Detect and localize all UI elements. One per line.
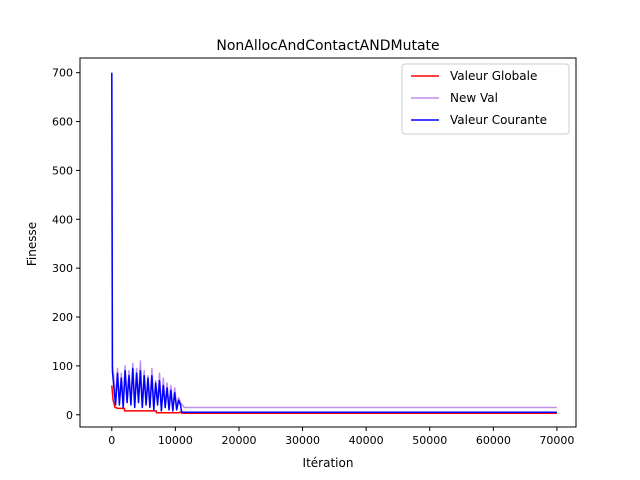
legend-label-1: Valeur Globale: [450, 69, 537, 83]
legend: Valeur Globale New Val Valeur Courante: [401, 63, 570, 135]
y-tick-label: 200: [52, 311, 73, 324]
x-tick-label: 20000: [221, 434, 256, 447]
legend-label-2: New Val: [450, 91, 498, 105]
y-tick-label: 300: [52, 262, 73, 275]
y-tick-label: 0: [66, 409, 73, 422]
x-tick-label: 10000: [158, 434, 193, 447]
y-axis-label: Finesse: [25, 222, 39, 266]
y-tick-label: 700: [52, 67, 73, 80]
x-tick-label: 40000: [349, 434, 384, 447]
x-tick-label: 0: [108, 434, 115, 447]
x-tick-label: 50000: [412, 434, 447, 447]
x-tick-label: 30000: [285, 434, 320, 447]
x-tick-label: 70000: [539, 434, 574, 447]
legend-box: [401, 63, 570, 135]
x-tick-label: 60000: [476, 434, 511, 447]
chart-title: NonAllocAndContactANDMutate: [216, 38, 439, 54]
y-tick-label: 600: [52, 116, 73, 129]
y-tick-label: 100: [52, 360, 73, 373]
x-axis-label: Itération: [303, 456, 354, 470]
legend-label-3: Valeur Courante: [450, 113, 547, 127]
y-tick-label: 400: [52, 213, 73, 226]
y-tick-label: 500: [52, 164, 73, 177]
plot-area: 0 10000 20000 30000 40000 50000 60000 70000 0 100…: [52, 57, 577, 447]
series-line-3: [111, 72, 557, 414]
axes-frame: [79, 57, 577, 428]
